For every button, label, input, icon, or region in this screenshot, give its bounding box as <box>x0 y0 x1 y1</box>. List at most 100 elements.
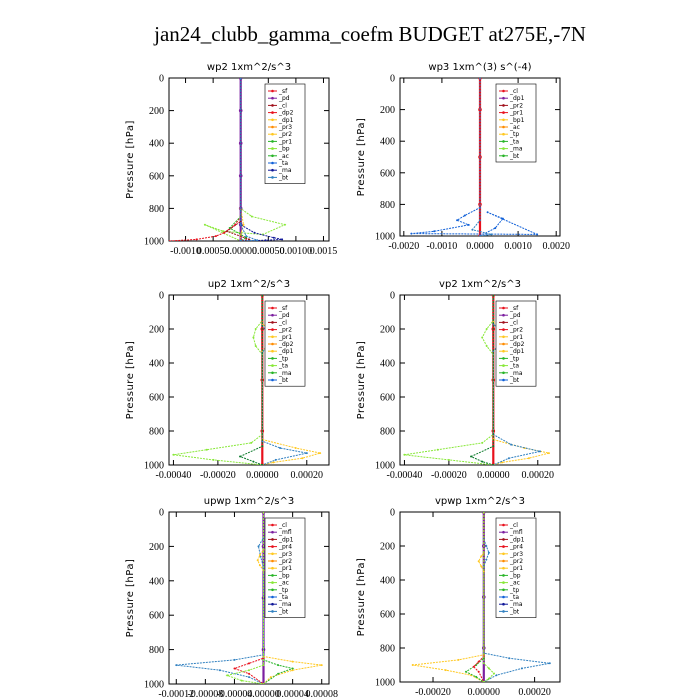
series-point <box>436 448 439 451</box>
series-point <box>258 554 261 556</box>
legend-marker <box>502 523 505 527</box>
legend-label: _cl <box>278 522 287 529</box>
series-point <box>495 674 498 677</box>
legend-marker <box>502 111 505 114</box>
series-point <box>481 441 484 444</box>
x-tick-label: 0.00050 <box>197 246 230 257</box>
legend-label: _pr2 <box>278 558 292 565</box>
series-point <box>475 675 478 678</box>
legend-label: _ma <box>278 601 292 608</box>
panel-5: vpwp 1xm^2/s^3 Pressure [hPa] 0 200 400 600 80… <box>356 496 561 698</box>
x-tick-label: 0.00000 <box>468 687 501 698</box>
series-point <box>479 235 481 236</box>
series-point <box>242 223 245 226</box>
series-point <box>214 235 217 238</box>
series-point <box>481 460 484 463</box>
series-line-pr1 <box>483 512 495 682</box>
legend-label: _pr2 <box>509 102 523 109</box>
legend-marker <box>502 147 505 150</box>
series-point <box>283 223 286 226</box>
panel-1: wp3 1xm^(3) s^(-4) Pressure [hPa] 0 200 400 6… <box>356 62 570 252</box>
y-tick-label: 200 <box>149 106 164 117</box>
y-axis-title: Pressure [hPa] <box>125 120 136 199</box>
x-tick-label: -0.0010 <box>426 241 457 252</box>
series-point <box>470 455 473 458</box>
series-group <box>410 78 539 236</box>
legend-label: _bt <box>278 377 289 384</box>
legend-label: _ta <box>509 594 519 601</box>
legend-marker <box>502 545 505 548</box>
series-point <box>482 681 485 682</box>
series-point <box>277 672 280 675</box>
panel-title: up2 1xm^2/s^3 <box>208 279 290 290</box>
series-point <box>457 658 460 661</box>
series-point <box>294 447 297 449</box>
legend-label: _ac <box>278 153 289 160</box>
legend-label: _dp1 <box>509 536 525 543</box>
legend-marker <box>502 306 505 310</box>
series-line-dp1 <box>238 295 263 465</box>
legend-marker <box>502 125 505 129</box>
legend-marker <box>271 147 274 150</box>
series-point <box>195 238 198 241</box>
series-point <box>261 295 264 296</box>
series-point <box>205 448 208 451</box>
legend-label: _pr2 <box>278 131 292 138</box>
legend-label: _pr3 <box>278 124 292 131</box>
series-point <box>510 443 513 446</box>
legend-label: _tp <box>509 131 519 138</box>
legend-label: _ma <box>278 370 292 377</box>
series-point <box>403 453 406 456</box>
y-axis-title: Pressure [hPa] <box>125 559 136 638</box>
legend-label: _dp1 <box>509 95 525 102</box>
legend-label: _sf <box>509 305 519 312</box>
series-point <box>539 450 541 453</box>
series-line-bp <box>228 78 248 241</box>
series-point <box>477 660 480 663</box>
series-point <box>250 215 253 218</box>
legend-marker <box>502 595 505 599</box>
legend-label: _mfl <box>509 529 523 536</box>
x-tick-label: -0.00020 <box>200 470 236 481</box>
legend: _sf_pd_cl_pr2_pr1_dp2_dp1_tp_ta_ma_bt <box>495 300 537 387</box>
legend-marker <box>271 306 274 310</box>
series-point <box>536 233 539 236</box>
series-point <box>492 464 495 465</box>
plot-frame <box>399 294 561 466</box>
series-point <box>494 227 497 230</box>
legend-label: _bt <box>509 608 520 615</box>
y-axis-title: Pressure [hPa] <box>125 341 136 420</box>
series-point <box>291 660 294 663</box>
x-tick-label: -0.00040 <box>156 470 192 481</box>
legend-marker <box>271 313 274 317</box>
legend-label: _ta <box>278 160 288 167</box>
series-point <box>520 667 523 670</box>
series-point <box>261 464 264 465</box>
legend-marker <box>502 530 505 534</box>
legend-label: _pr3 <box>509 551 523 558</box>
panel-2: up2 1xm^2/s^3 Pressure [hPa] 0 200 400 600 800… <box>125 279 330 481</box>
legend-label: _dp2 <box>278 110 294 117</box>
legend-label: _bp <box>278 572 290 579</box>
series-point <box>548 662 551 665</box>
legend-label: _dp1 <box>278 348 294 355</box>
series-point <box>172 453 175 456</box>
legend-marker <box>502 371 505 375</box>
x-tick-label: 0.00004 <box>276 689 309 700</box>
y-tick-label: 400 <box>380 359 395 370</box>
legend-label: _bt <box>278 608 289 615</box>
series-point <box>487 677 490 680</box>
series-point <box>487 667 490 670</box>
legend-label: _ta <box>278 363 288 370</box>
series-point <box>493 672 495 675</box>
series-point <box>492 445 495 448</box>
legend-marker <box>502 574 505 577</box>
legend-label: _dp1 <box>278 117 294 124</box>
legend-marker <box>271 321 274 324</box>
legend-marker <box>502 378 505 382</box>
legend-marker <box>502 610 505 613</box>
legend-marker <box>271 559 274 563</box>
series-line-tp <box>176 512 264 684</box>
legend-marker <box>502 104 505 107</box>
